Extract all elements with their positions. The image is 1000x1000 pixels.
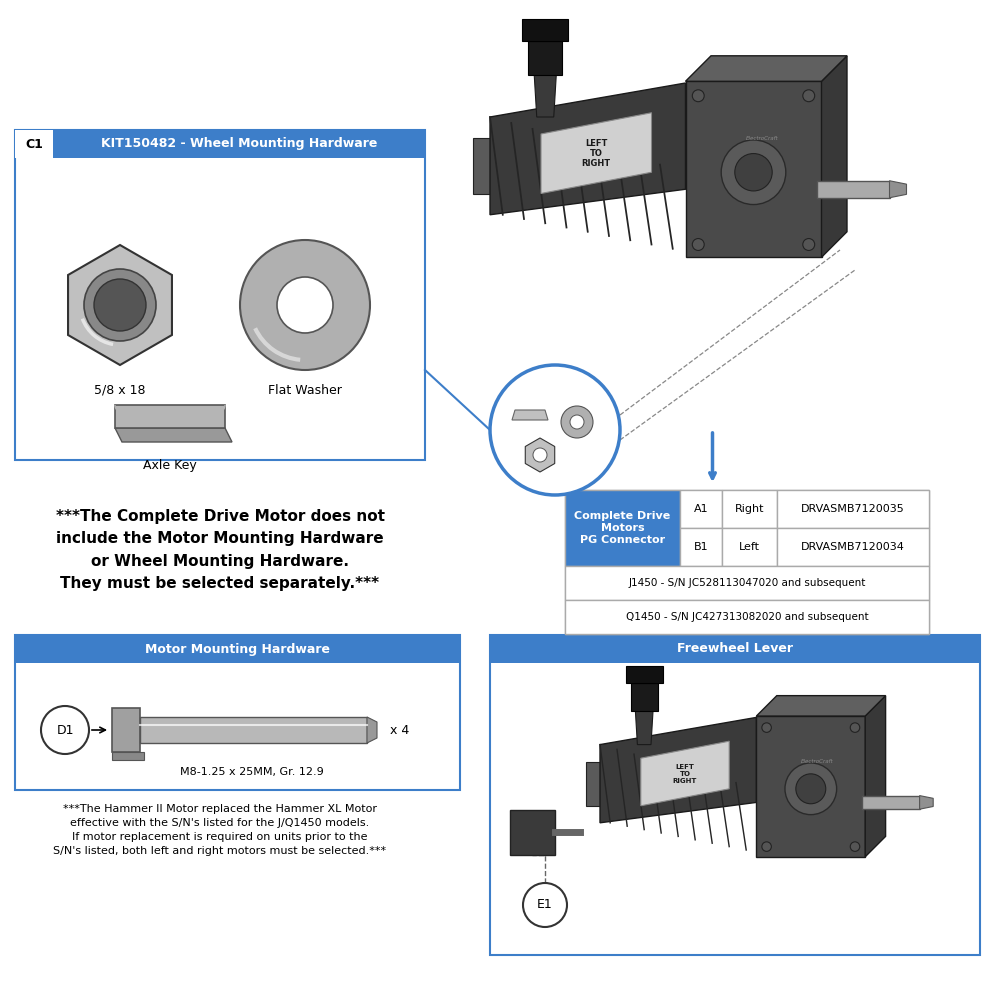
Polygon shape xyxy=(534,75,556,117)
FancyBboxPatch shape xyxy=(722,528,777,566)
Polygon shape xyxy=(112,708,140,752)
Polygon shape xyxy=(512,410,548,420)
Text: DRVASMB7120034: DRVASMB7120034 xyxy=(801,542,905,552)
Polygon shape xyxy=(641,741,729,806)
Text: Complete Drive
Motors
PG Connector: Complete Drive Motors PG Connector xyxy=(574,511,671,545)
Circle shape xyxy=(762,842,771,851)
Polygon shape xyxy=(920,796,933,809)
Text: ***The Complete Drive Motor does not
include the Motor Mounting Hardware
or Whee: ***The Complete Drive Motor does not inc… xyxy=(56,509,384,591)
FancyBboxPatch shape xyxy=(15,130,53,158)
Circle shape xyxy=(692,239,704,250)
Text: Q1450 - S/N JC427313082020 and subsequent: Q1450 - S/N JC427313082020 and subsequen… xyxy=(626,612,868,622)
Circle shape xyxy=(570,415,584,429)
Polygon shape xyxy=(522,19,568,40)
Text: Flat Washer: Flat Washer xyxy=(268,383,342,396)
FancyBboxPatch shape xyxy=(680,528,722,566)
Polygon shape xyxy=(510,810,555,855)
Circle shape xyxy=(94,279,146,331)
Circle shape xyxy=(735,154,772,191)
Polygon shape xyxy=(115,428,232,442)
Polygon shape xyxy=(756,716,865,857)
FancyBboxPatch shape xyxy=(680,490,722,528)
Text: Freewheel Lever: Freewheel Lever xyxy=(677,643,793,656)
Circle shape xyxy=(490,365,620,495)
Text: M8-1.25 x 25MM, Gr. 12.9: M8-1.25 x 25MM, Gr. 12.9 xyxy=(180,767,324,777)
Text: x 4: x 4 xyxy=(390,724,409,736)
Polygon shape xyxy=(686,81,822,257)
FancyBboxPatch shape xyxy=(15,635,460,790)
Polygon shape xyxy=(115,405,225,428)
Circle shape xyxy=(240,240,370,370)
Text: D1: D1 xyxy=(56,724,74,736)
Polygon shape xyxy=(473,138,490,194)
Polygon shape xyxy=(140,717,367,743)
Text: C1: C1 xyxy=(25,137,43,150)
FancyBboxPatch shape xyxy=(490,635,980,663)
Circle shape xyxy=(561,406,593,438)
Circle shape xyxy=(533,448,547,462)
FancyBboxPatch shape xyxy=(565,566,929,600)
Polygon shape xyxy=(490,83,686,215)
Polygon shape xyxy=(541,113,652,194)
Text: Motor Mounting Hardware: Motor Mounting Hardware xyxy=(145,643,330,656)
FancyBboxPatch shape xyxy=(15,130,425,460)
Polygon shape xyxy=(862,796,920,809)
Polygon shape xyxy=(635,711,653,745)
Text: J1450 - S/N JC528113047020 and subsequent: J1450 - S/N JC528113047020 and subsequen… xyxy=(628,578,866,588)
Text: A1: A1 xyxy=(694,504,708,514)
FancyBboxPatch shape xyxy=(722,490,777,528)
Text: 5/8 x 18: 5/8 x 18 xyxy=(94,383,146,396)
Polygon shape xyxy=(890,181,906,198)
Circle shape xyxy=(803,239,815,250)
FancyBboxPatch shape xyxy=(565,490,929,634)
Circle shape xyxy=(762,723,771,732)
Text: DRVASMB7120035: DRVASMB7120035 xyxy=(801,504,905,514)
FancyBboxPatch shape xyxy=(490,635,980,955)
FancyBboxPatch shape xyxy=(777,490,929,528)
Circle shape xyxy=(796,774,826,804)
FancyBboxPatch shape xyxy=(565,490,680,566)
Circle shape xyxy=(523,883,567,927)
Polygon shape xyxy=(367,717,377,743)
Text: E1: E1 xyxy=(537,898,553,912)
Circle shape xyxy=(84,269,156,341)
Text: B1: B1 xyxy=(694,542,708,552)
Polygon shape xyxy=(600,717,756,823)
Circle shape xyxy=(692,90,704,102)
Polygon shape xyxy=(112,752,144,760)
Polygon shape xyxy=(817,181,890,198)
Circle shape xyxy=(721,140,786,205)
Text: Right: Right xyxy=(735,504,764,514)
Polygon shape xyxy=(626,666,663,683)
FancyBboxPatch shape xyxy=(777,528,929,566)
Polygon shape xyxy=(586,762,600,806)
Text: LEFT
TO
RIGHT: LEFT TO RIGHT xyxy=(673,764,697,784)
FancyBboxPatch shape xyxy=(15,130,425,158)
FancyBboxPatch shape xyxy=(565,600,929,634)
Text: ElectroCraft: ElectroCraft xyxy=(746,136,778,141)
Polygon shape xyxy=(756,696,886,716)
Circle shape xyxy=(850,842,860,851)
Polygon shape xyxy=(525,438,555,472)
Text: KIT150482 - Wheel Mounting Hardware: KIT150482 - Wheel Mounting Hardware xyxy=(101,137,377,150)
Circle shape xyxy=(850,723,860,732)
FancyBboxPatch shape xyxy=(15,635,460,663)
Circle shape xyxy=(785,763,837,815)
Circle shape xyxy=(803,90,815,102)
Circle shape xyxy=(41,706,89,754)
Text: Left: Left xyxy=(739,542,760,552)
Polygon shape xyxy=(631,683,658,711)
Text: Axle Key: Axle Key xyxy=(143,458,197,472)
Polygon shape xyxy=(68,245,172,365)
Polygon shape xyxy=(865,696,886,857)
Text: ***The Hammer II Motor replaced the Hammer XL Motor
effective with the S/N's lis: ***The Hammer II Motor replaced the Hamm… xyxy=(53,804,387,856)
Circle shape xyxy=(277,277,333,333)
Polygon shape xyxy=(822,56,847,257)
Polygon shape xyxy=(528,40,562,75)
Text: ElectroCraft: ElectroCraft xyxy=(801,759,834,764)
Polygon shape xyxy=(686,56,847,81)
Text: LEFT
TO
RIGHT: LEFT TO RIGHT xyxy=(582,139,611,168)
